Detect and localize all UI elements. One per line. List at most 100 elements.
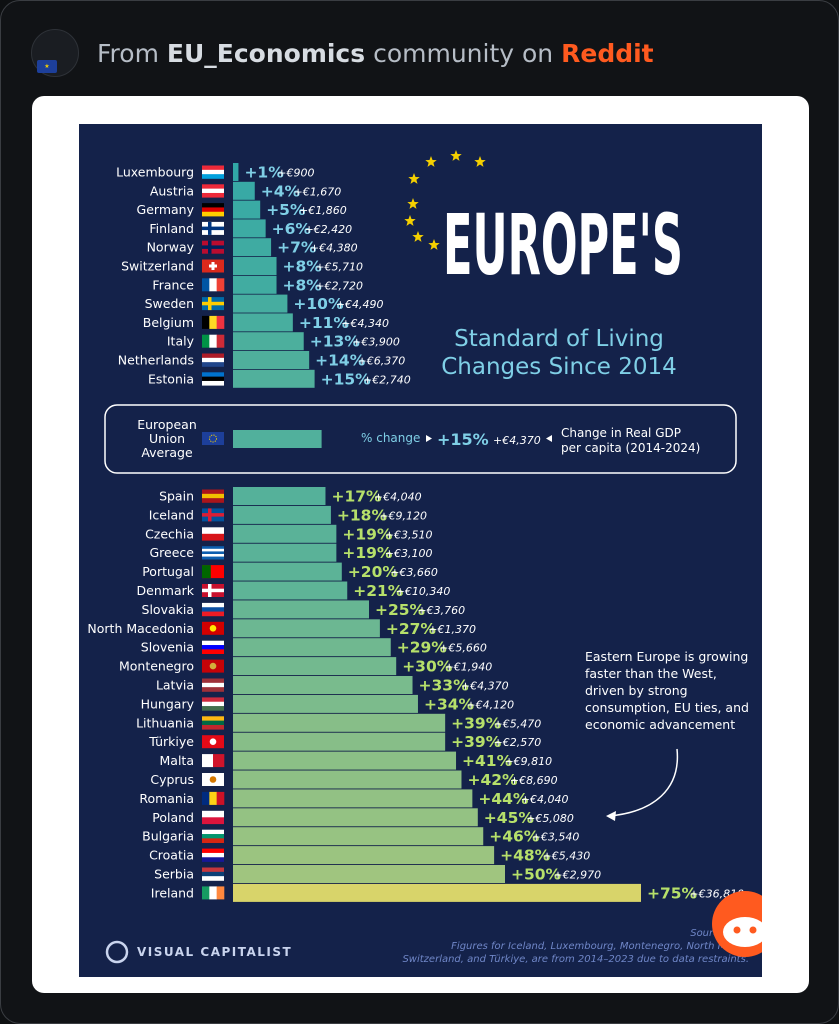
abs-label: +€1,370 [428, 623, 476, 636]
annotation-text: driven by strong [585, 683, 688, 698]
bar-t-rkiye [233, 732, 446, 751]
abs-label: +€9,120 [379, 509, 427, 522]
abs-label: +€4,490 [336, 298, 384, 311]
pct-label: +29% [397, 639, 448, 657]
bar-serbia-flag-stripe [202, 876, 224, 881]
bar-slovenia-flag-stripe [202, 645, 224, 650]
abs-label: +€2,420 [304, 223, 352, 236]
pct-label: +42% [467, 771, 518, 789]
pct-label: +34% [424, 695, 475, 713]
bar-malta [233, 751, 457, 770]
pct-label: +33% [419, 677, 470, 695]
abs-label: +€6,370 [358, 355, 406, 368]
eu-star-icon [428, 239, 440, 250]
pct-label: +7% [277, 239, 317, 257]
bar-france-flag-stripe [216, 278, 225, 292]
pct-label: +17% [331, 488, 382, 506]
country-label: Greece [150, 545, 195, 560]
pct-label: +25% [375, 601, 426, 619]
country-label: Hungary [141, 696, 195, 711]
source-prefix: From [97, 38, 167, 68]
eu-star-icon [412, 231, 424, 242]
bar-luxembourg-flag-stripe [202, 165, 224, 171]
abs-label: +€4,340 [341, 317, 389, 330]
abs-label: +€5,080 [526, 812, 574, 825]
bar-portugal [233, 562, 342, 581]
bar-poland [233, 808, 478, 827]
bar-lithuania-flag-stripe [202, 724, 224, 730]
abs-label: +€900 [277, 167, 314, 180]
bar-netherlands-flag-stripe [202, 362, 224, 367]
eu-star-icon [404, 215, 416, 226]
bar-greece-flag-stripe [202, 551, 224, 555]
abs-label: +€10,340 [396, 585, 451, 598]
bar-slovenia-flag-stripe [202, 649, 224, 654]
eu-legend-pct-text: % change [361, 431, 420, 445]
country-label: Portugal [142, 564, 194, 579]
country-label: Belgium [143, 315, 194, 330]
pct-label: +48% [500, 847, 551, 865]
bar-bulgaria [233, 827, 484, 846]
country-label: Serbia [154, 867, 194, 882]
eu-star-icon [425, 156, 437, 167]
community-name-link[interactable]: EU_Economics [166, 38, 366, 68]
country-label: Switzerland [121, 259, 194, 274]
bar-serbia [233, 865, 505, 883]
abs-label: +€5,660 [439, 642, 487, 655]
bar-north-macedonia [233, 619, 380, 638]
bar-croatia-flag-stripe [202, 852, 224, 858]
bar-ireland [233, 883, 641, 902]
eu-flag-icon: ★ [37, 60, 57, 73]
bar-austria-flag-stripe [202, 188, 224, 194]
country-label: Iceland [149, 507, 194, 522]
bar-italy-flag-stripe [216, 334, 225, 348]
abs-label: +€2,570 [494, 736, 542, 749]
pct-label: +10% [293, 295, 344, 313]
bar-switzerland [233, 257, 277, 275]
bar-denmark-flag-cross [202, 588, 224, 593]
bar-montenegro-flag-emblem [209, 662, 217, 670]
bar-romania-flag-stripe [216, 791, 225, 805]
eu-flag-stars [209, 434, 217, 443]
pct-label: +50% [511, 866, 562, 884]
source-note: Switzerland, and Türkiye, are from 2014–… [402, 954, 749, 965]
bar-luxembourg-flag-stripe [202, 169, 224, 175]
post-image-card[interactable]: EUROPE'S Standard of Living Changes Since … [32, 96, 809, 993]
bar-eu-average [233, 430, 322, 448]
bar-italy-flag-stripe [209, 334, 217, 348]
bar-hungary-flag-stripe [202, 706, 224, 711]
eu-star-icon [408, 173, 420, 184]
chart-subtitle-line-1: Standard of Living [454, 326, 664, 352]
bar-netherlands [233, 351, 310, 369]
eu-star-icon [474, 156, 486, 167]
pct-label: +20% [348, 563, 399, 581]
source-note: Figures for Iceland, Luxembourg, Montene… [451, 941, 744, 952]
bar-croatia [233, 846, 495, 865]
bar-france-flag-stripe [209, 278, 217, 292]
pct-label: +39% [451, 714, 502, 732]
reddit-link[interactable]: Reddit [561, 38, 654, 68]
country-label: Estonia [148, 371, 194, 386]
abs-label: +€4,040 [521, 793, 569, 806]
bar-bulgaria-flag-stripe [202, 834, 224, 839]
bar-romania [233, 789, 473, 808]
bar-germany-flag-stripe [202, 207, 224, 213]
bar-italy-flag-stripe [202, 334, 210, 348]
pct-label: +46% [489, 828, 540, 846]
bar-greece-flag-stripe [202, 546, 224, 550]
bar-serbia-flag-stripe [202, 871, 224, 877]
country-label: Poland [152, 810, 194, 825]
country-label: Slovakia [142, 602, 194, 617]
reddit-snoo-face [723, 917, 762, 947]
bar-czechia [233, 524, 337, 543]
annotation-text: Eastern Europe is growing [585, 649, 748, 664]
bar-lithuania-flag-stripe [202, 716, 224, 721]
abs-label: +€1,940 [445, 661, 493, 674]
abs-label: +€3,510 [385, 528, 433, 541]
visual-capitalist-logo-icon [105, 940, 129, 964]
country-label: Austria [150, 183, 194, 198]
community-avatar[interactable]: ★ [31, 29, 79, 77]
country-label: France [152, 277, 194, 292]
bar-finland [233, 219, 266, 238]
abs-label: +€1,860 [299, 204, 347, 217]
